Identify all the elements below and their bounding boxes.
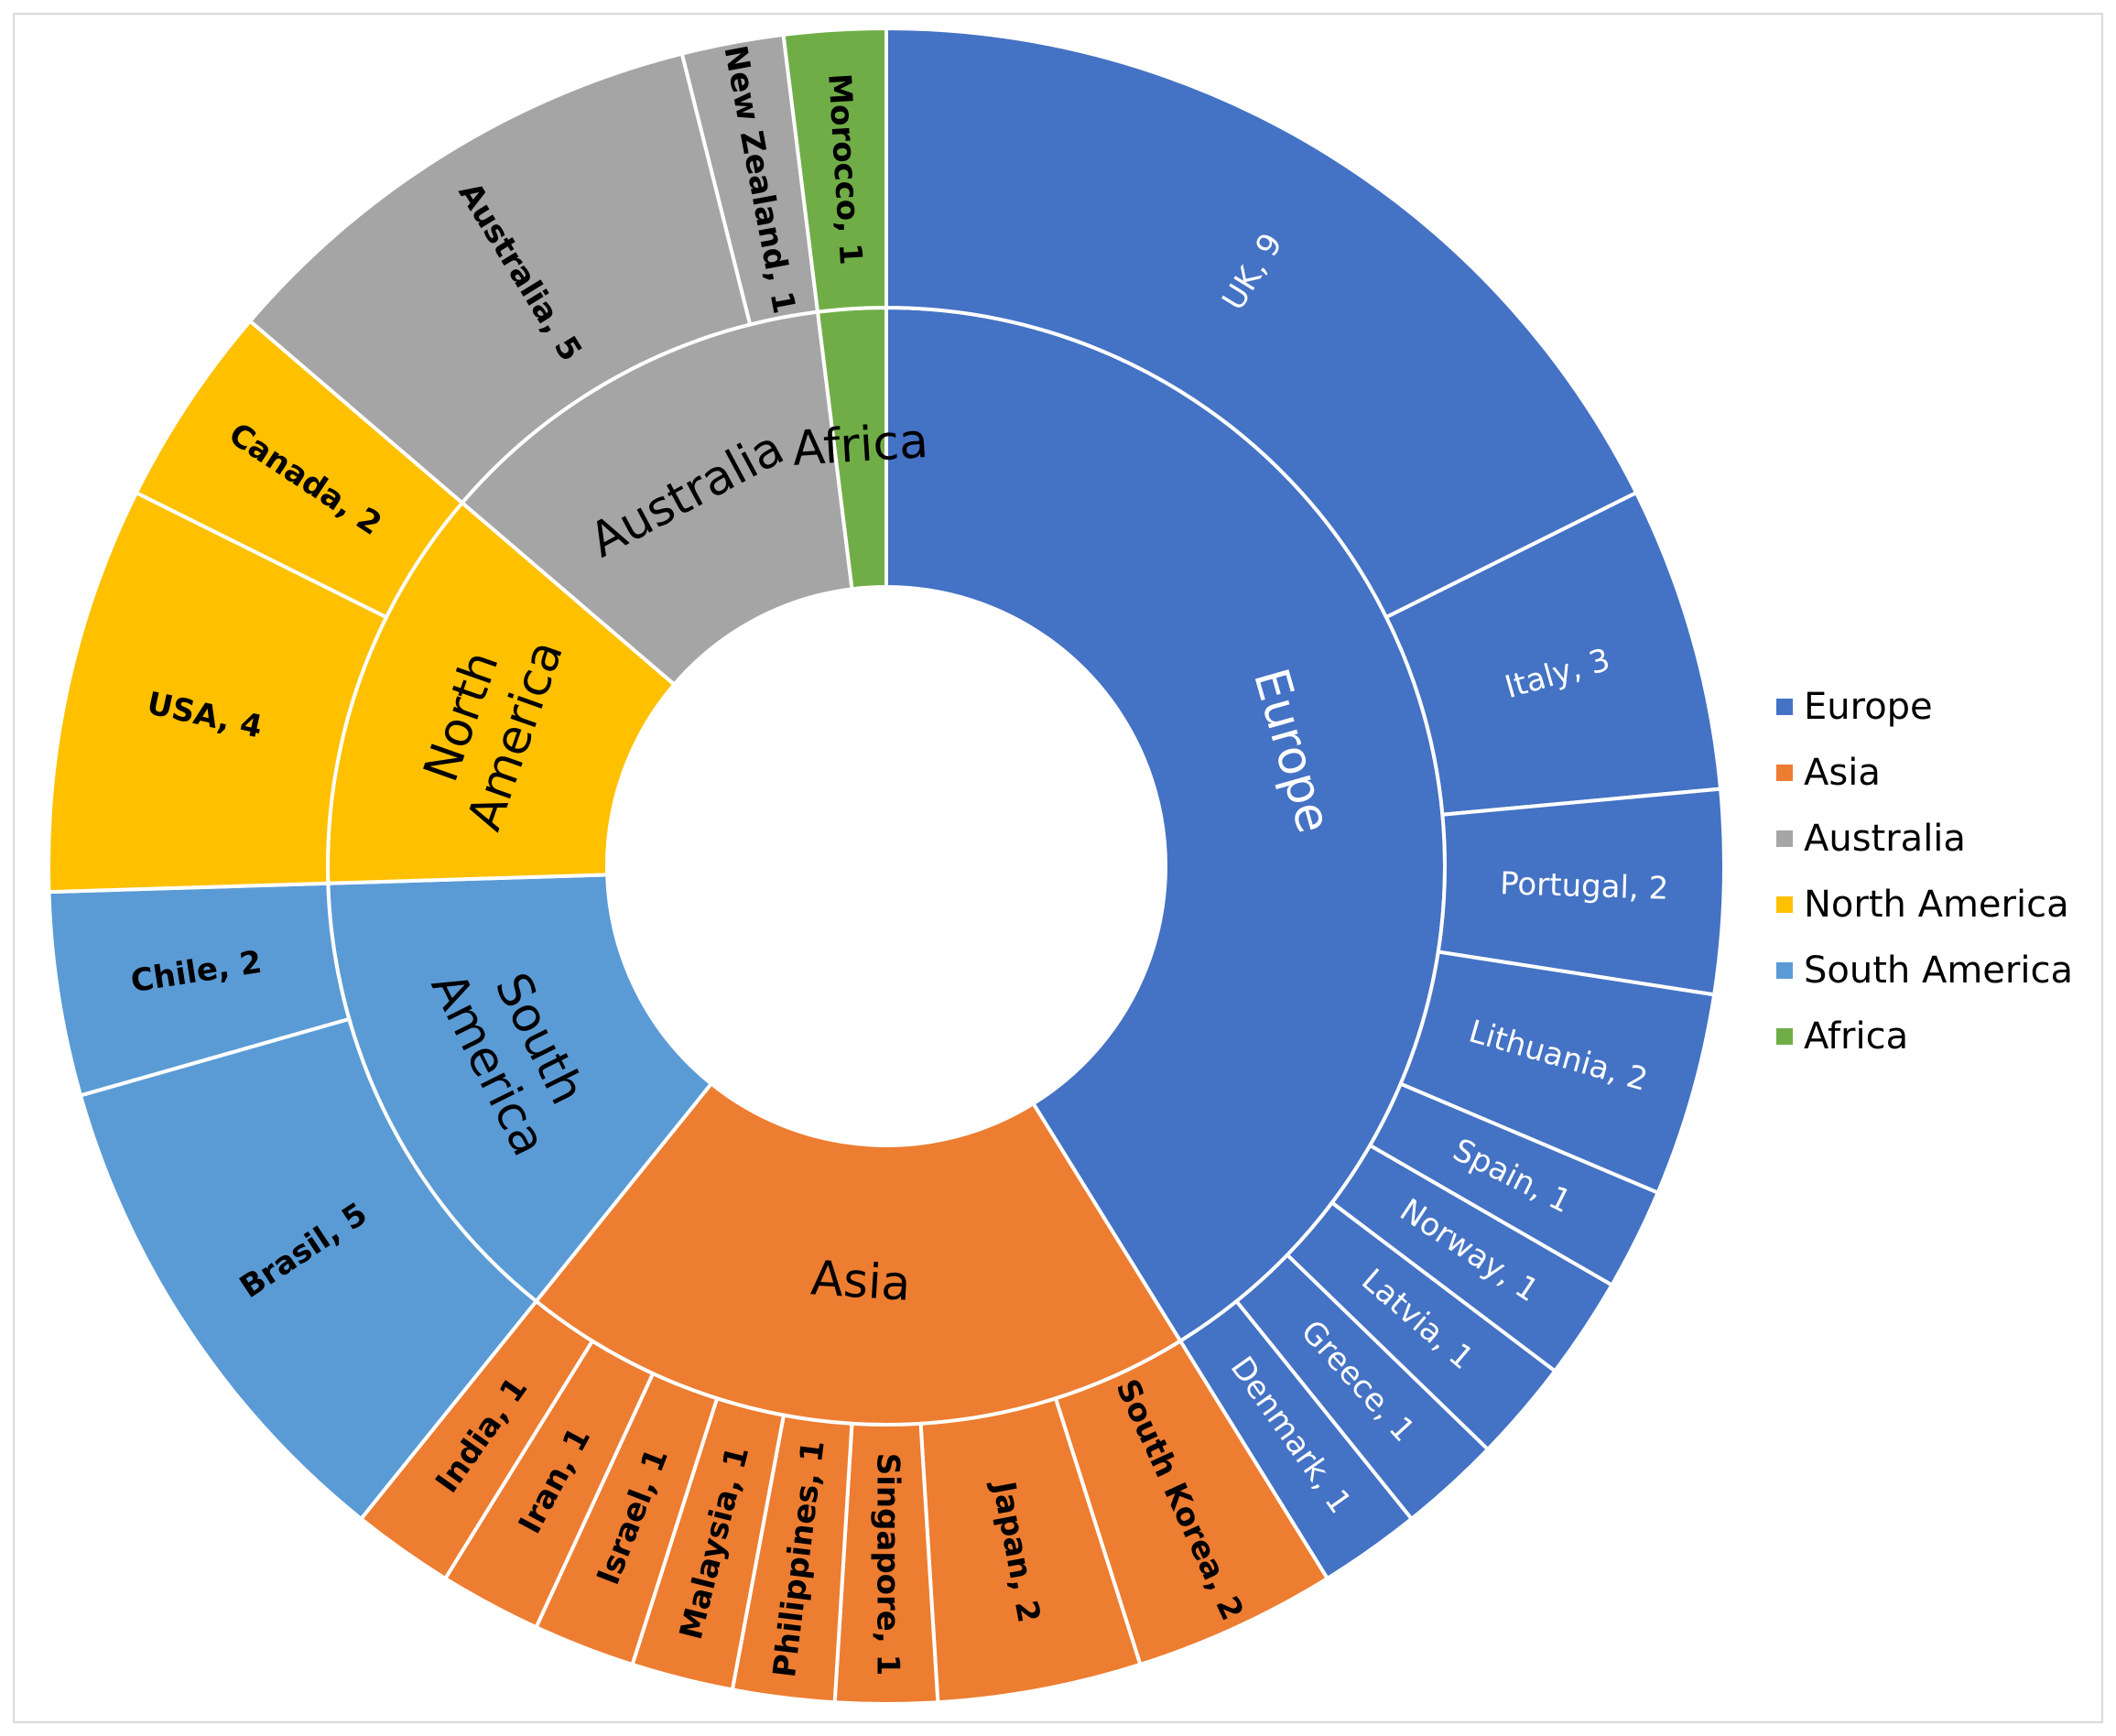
outer-segment-morocco-1: [781, 26, 888, 314]
inner-ring: [326, 305, 1447, 1427]
inner-label-africa: Africa: [791, 414, 930, 477]
legend-label-australia: Australia: [1804, 818, 1966, 860]
legend-swatch-africa: [1776, 1028, 1793, 1045]
legend-swatch-europe: [1776, 699, 1793, 715]
legend-swatch-north-america: [1776, 896, 1793, 913]
legend-label-africa: Africa: [1804, 1015, 1908, 1058]
legend-swatch-australia: [1776, 830, 1793, 847]
legend: Europe Asia Australia North America South Am…: [1776, 686, 2073, 1058]
outer-label-portugal-2: Portugal, 2: [1500, 865, 1669, 907]
legend-label-asia: Asia: [1804, 752, 1881, 794]
legend-swatch-asia: [1776, 765, 1793, 781]
legend-swatch-south-america: [1776, 962, 1793, 979]
outer-segment-uk-9: [884, 26, 1639, 620]
legend-label-north-america: North America: [1804, 884, 2069, 926]
legend-label-south-america: South America: [1804, 949, 2073, 992]
outer-ring: [47, 26, 1726, 1706]
outer-label-singapore-1: Singapore, 1: [870, 1453, 906, 1676]
inner-label-asia: Asia: [809, 1251, 912, 1312]
legend-label-europe: Europe: [1804, 686, 1933, 728]
